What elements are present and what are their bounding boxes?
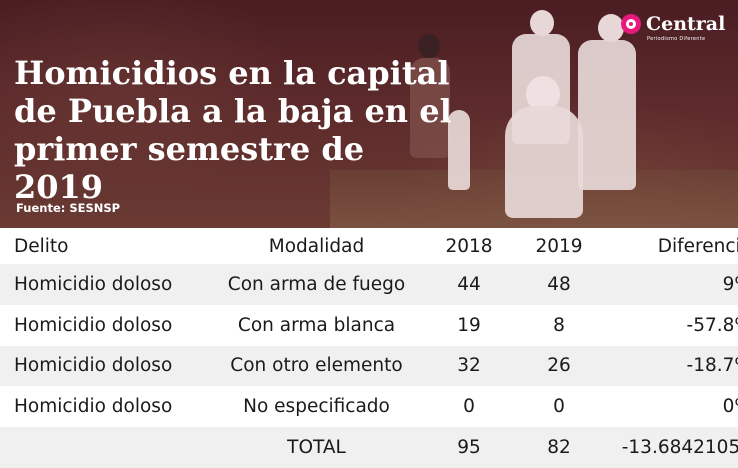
cell-2018: 0 xyxy=(463,396,475,418)
table-row: Homicidio doloso No especificado 0 0 0% xyxy=(0,386,738,427)
cell-2019: 8 xyxy=(553,314,565,336)
table-total-row: TOTAL 95 82 -13.68421053 xyxy=(0,427,738,468)
cell-2019: 26 xyxy=(514,345,604,387)
cell-diferencia: 9% xyxy=(604,264,738,305)
logo-text: Central xyxy=(646,13,726,35)
cell-total-2019: 82 xyxy=(514,427,604,468)
logo-subtext: Periodismo Diferente xyxy=(647,36,706,42)
cell-2018: 44 xyxy=(424,264,514,305)
figure-body xyxy=(505,106,583,218)
figure-head xyxy=(598,14,624,42)
cell-empty xyxy=(0,427,209,468)
figure-body xyxy=(410,58,450,158)
cell-2019: 48 xyxy=(514,264,604,305)
column-header-2018: 2018 xyxy=(445,235,493,257)
cell-modalidad: Con otro elemento xyxy=(209,345,424,387)
cell-total-label: TOTAL xyxy=(209,427,424,468)
cell-diferencia: -57.8% xyxy=(686,314,738,336)
cell-delito: Homicidio doloso xyxy=(14,314,173,336)
cell-modalidad: Con arma blanca xyxy=(237,314,396,336)
cell-delito: Homicidio doloso xyxy=(0,345,209,387)
table-header-row: Delito Modalidad 2018 2019 Diferencia xyxy=(0,228,738,264)
column-header-delito: Delito xyxy=(14,235,69,257)
cell-diferencia: 0% xyxy=(722,396,738,418)
cell-2019: 0 xyxy=(553,396,565,418)
table-row: Homicidio doloso Con otro elemento 32 26… xyxy=(0,345,738,387)
cell-total-2018: 95 xyxy=(424,427,514,468)
column-header-diferencia: Diferencia xyxy=(657,235,738,257)
brand-logo: Central Periodismo Diferente xyxy=(621,13,726,42)
figure-body xyxy=(578,40,636,190)
figure-leg xyxy=(448,110,470,190)
cell-total-diferencia: -13.68421053 xyxy=(604,427,738,468)
figure-head xyxy=(418,34,440,58)
logo-mark-icon xyxy=(621,14,641,34)
data-table: Delito Modalidad 2018 2019 Diferencia Ho… xyxy=(0,228,738,468)
source-label: Fuente: SESNSP xyxy=(16,201,121,215)
cell-2018: 32 xyxy=(424,345,514,387)
cell-modalidad: Con arma de fuego xyxy=(209,264,424,305)
column-header-2019: 2019 xyxy=(535,235,583,257)
header-photo: Homicidios en la capital de Puebla a la … xyxy=(0,0,738,228)
cell-delito: Homicidio doloso xyxy=(0,264,209,305)
figure-head xyxy=(530,10,554,36)
table-row: Homicidio doloso Con arma blanca 19 8 -5… xyxy=(0,305,738,346)
column-header-modalidad: Modalidad xyxy=(268,235,365,257)
table-row: Homicidio doloso Con arma de fuego 44 48… xyxy=(0,264,738,305)
cell-2018: 19 xyxy=(457,314,481,336)
cell-delito: Homicidio doloso xyxy=(14,396,173,418)
cell-diferencia: -18.7% xyxy=(604,345,738,387)
cell-modalidad: No especificado xyxy=(243,396,390,418)
page-title: Homicidios en la capital de Puebla a la … xyxy=(14,54,452,206)
